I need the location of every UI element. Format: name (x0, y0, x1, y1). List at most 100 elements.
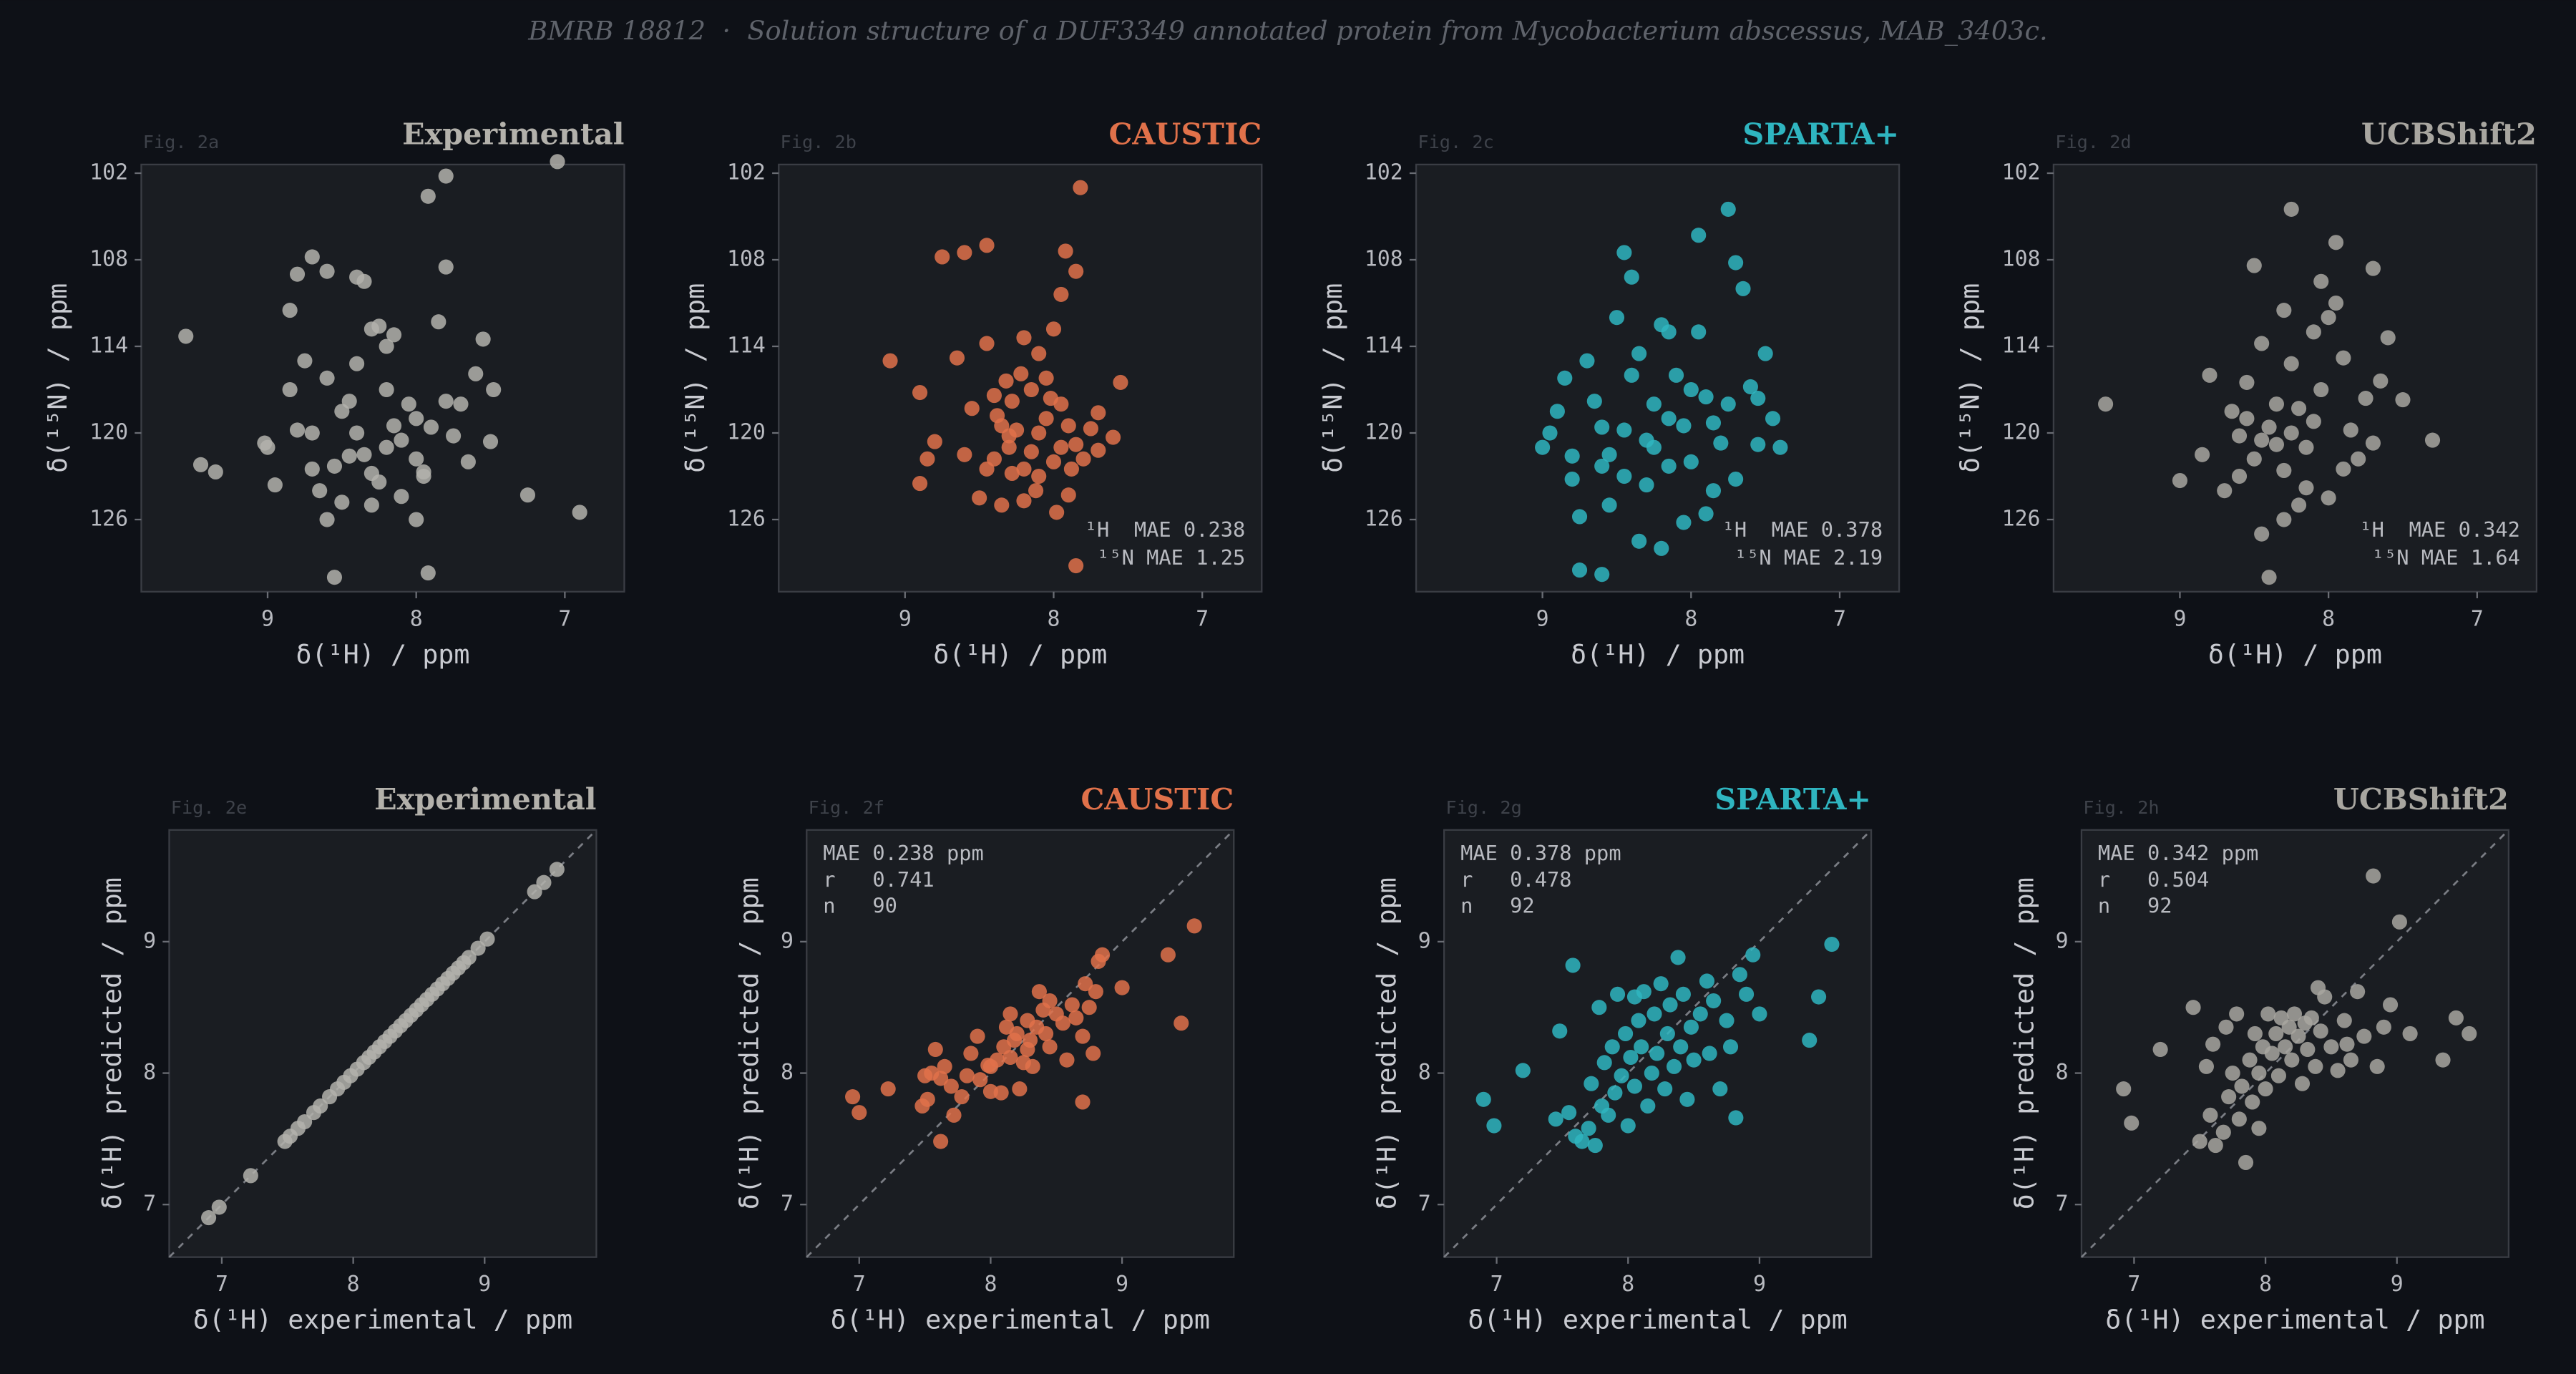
point (1004, 394, 1020, 409)
point (1745, 947, 1761, 963)
point (289, 266, 306, 282)
point (1802, 1033, 1818, 1048)
y-tick-label: 120 (89, 420, 128, 445)
point (1661, 324, 1677, 340)
point (1049, 505, 1065, 520)
point (1720, 396, 1736, 412)
point (379, 381, 394, 398)
point (2300, 1041, 2316, 1058)
point (1016, 461, 1032, 477)
point (2276, 462, 2292, 478)
point (282, 303, 298, 318)
point (1060, 418, 1076, 434)
x-axis-label: δ(¹H) / ppm (933, 639, 1107, 670)
point (959, 1068, 975, 1083)
point (304, 249, 320, 265)
y-tick-label: 9 (2056, 928, 2069, 953)
x-axis-label: δ(¹H) / ppm (2208, 639, 2382, 670)
points (2098, 201, 2441, 585)
x-tick-label: 8 (2322, 606, 2335, 631)
x-axis-label: δ(¹H) experimental / ppm (1468, 1305, 1848, 1335)
point (1068, 557, 1084, 574)
point (1564, 471, 1580, 487)
point (1644, 1065, 1659, 1081)
y-tick-label: 9 (1418, 928, 1431, 953)
x-tick-label: 8 (1684, 606, 1697, 631)
point (2350, 984, 2366, 1000)
point (536, 874, 552, 890)
point (2321, 310, 2336, 326)
x-tick-label: 9 (1753, 1272, 1766, 1297)
point (2192, 1134, 2207, 1149)
points (1475, 936, 1840, 1154)
point (1059, 1052, 1075, 1068)
point (1811, 989, 1827, 1005)
point (527, 884, 542, 900)
point (2254, 526, 2270, 542)
point (972, 490, 987, 506)
x-tick-label: 7 (1491, 1272, 1503, 1297)
point (1174, 1015, 1189, 1031)
x-tick-label: 7 (853, 1272, 866, 1297)
annotation: MAE 0.378 ppm (1460, 841, 1621, 865)
point (1683, 381, 1699, 398)
point (479, 931, 495, 947)
point (927, 1041, 943, 1058)
point (1705, 483, 1722, 499)
point (1691, 228, 1707, 243)
y-tick-label: 108 (2002, 246, 2041, 271)
panel-title: Experimental (402, 116, 624, 151)
point (356, 273, 372, 289)
y-axis-label: δ(¹H) predicted / ppm (2009, 877, 2039, 1209)
y-tick-label: 108 (1365, 246, 1403, 271)
point (2098, 396, 2114, 412)
point (2336, 350, 2351, 366)
point (1083, 421, 1098, 437)
point (1045, 321, 1062, 337)
point (1088, 984, 1103, 1000)
point (2258, 1081, 2273, 1097)
point (2260, 1006, 2276, 1022)
point (1114, 980, 1130, 995)
point (933, 1134, 949, 1149)
point (2283, 356, 2299, 371)
point (1548, 1111, 1563, 1127)
points (178, 154, 587, 585)
x-tick-label: 8 (1621, 1272, 1634, 1297)
point (2306, 324, 2321, 340)
point (1031, 468, 1047, 484)
point (1584, 1076, 1599, 1091)
points (882, 180, 1128, 574)
point (2231, 428, 2248, 444)
point (1616, 468, 1632, 484)
point (2365, 260, 2381, 276)
point (1661, 458, 1677, 474)
point (289, 422, 306, 438)
point (550, 154, 565, 170)
y-tick-label: 7 (781, 1192, 794, 1217)
point (349, 356, 365, 371)
point (912, 476, 928, 492)
y-tick-label: 114 (2002, 333, 2041, 359)
point (1752, 1006, 1767, 1022)
point (409, 411, 424, 427)
point (2242, 1052, 2258, 1068)
point (420, 565, 436, 581)
point (1552, 1023, 1568, 1039)
point (1631, 533, 1647, 549)
point (2313, 1023, 2328, 1039)
point (1735, 281, 1751, 296)
point (2306, 414, 2321, 429)
panel-title: SPARTA+ (1714, 781, 1871, 817)
point (2254, 336, 2270, 351)
point (1045, 454, 1062, 469)
point (2268, 437, 2284, 452)
y-tick-label: 102 (727, 160, 766, 185)
point (994, 497, 1010, 513)
point (1535, 439, 1551, 455)
point (998, 373, 1014, 389)
point (1004, 465, 1020, 482)
point (482, 434, 499, 449)
point (409, 451, 424, 467)
point (979, 336, 995, 351)
